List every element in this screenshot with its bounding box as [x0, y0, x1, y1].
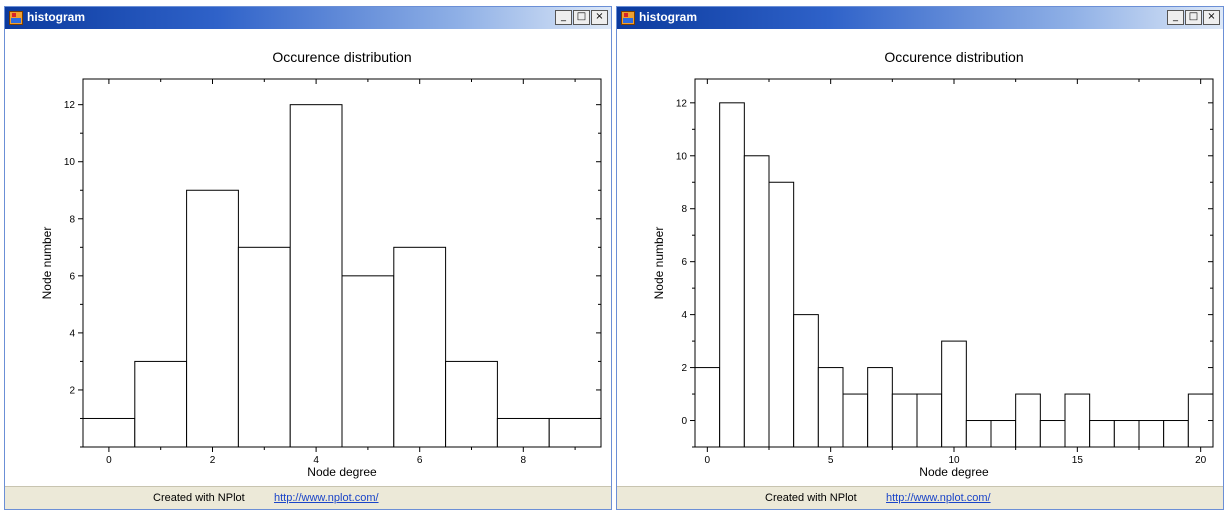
x-tick-label: 15 [1072, 455, 1084, 466]
y-tick-label: 8 [69, 214, 75, 225]
histogram-bar [941, 340, 967, 448]
chart-title: Occurence distribution [272, 49, 411, 65]
credit-text: Created with NPlot [765, 492, 857, 504]
histogram-bar [1089, 420, 1115, 448]
y-tick-label: 8 [681, 204, 687, 215]
window-controls: _ □ × [1167, 10, 1220, 25]
y-tick-label: 10 [64, 157, 76, 168]
histogram-bar [82, 417, 136, 448]
y-tick-label: 4 [69, 328, 75, 339]
y-tick-label: 6 [681, 257, 687, 268]
histogram-bar [1163, 420, 1189, 448]
histogram-bar [743, 155, 770, 448]
x-axis-label: Node degree [307, 465, 377, 479]
histogram-bar [186, 189, 239, 448]
app-icon [621, 11, 635, 25]
histogram-chart-2: Occurence distribution Node degree Node nu… [652, 49, 1214, 479]
histogram-bar [1138, 420, 1165, 448]
y-tick-label: 6 [69, 271, 75, 282]
histogram-bar [1064, 393, 1091, 448]
status-bar: Created with NPlot http://www.nplot.com/ [617, 486, 1223, 509]
y-axis-label: Node number [40, 227, 54, 300]
x-tick-label: 5 [828, 455, 834, 466]
nplot-link[interactable]: http://www.nplot.com/ [886, 492, 991, 504]
histogram-bar [768, 181, 795, 448]
window-title: histogram [639, 10, 698, 24]
status-bar: Created with NPlot http://www.nplot.com/ [5, 486, 611, 509]
histogram-bar [1039, 420, 1066, 448]
histogram-bar [891, 393, 918, 448]
y-tick-label: 10 [676, 151, 688, 162]
app-icon [9, 11, 23, 25]
title-bar[interactable]: histogram _ □ × [617, 7, 1223, 29]
x-tick-label: 20 [1195, 455, 1207, 466]
plot-frame [82, 78, 602, 448]
histogram-chart-1: Occurence distribution Node degree Node nu… [40, 49, 602, 479]
maximize-button[interactable]: □ [573, 10, 590, 25]
x-tick-label: 4 [313, 455, 319, 466]
histogram-bar [134, 360, 188, 448]
x-axis-label: Node degree [919, 465, 989, 479]
chart-title: Occurence distribution [884, 49, 1023, 65]
histogram-window-2: histogram _ □ × Occurence distribution No… [616, 6, 1224, 510]
histogram-bar [965, 420, 992, 448]
histogram-bar [916, 393, 943, 448]
y-tick-label: 2 [69, 385, 75, 396]
x-tick-label: 6 [417, 455, 423, 466]
histogram-bar [548, 417, 602, 448]
histogram-bar [237, 246, 291, 448]
x-tick-label: 2 [210, 455, 216, 466]
x-tick-label: 0 [106, 455, 112, 466]
title-bar[interactable]: histogram _ □ × [5, 7, 611, 29]
histogram-bar [842, 393, 869, 448]
histogram-bar [289, 104, 343, 448]
y-axis-label: Node number [652, 227, 666, 300]
histogram-bar [817, 367, 844, 448]
credit-text: Created with NPlot [153, 492, 245, 504]
histogram-bar [867, 367, 893, 448]
histogram-bar [496, 417, 550, 448]
histogram-bar [793, 314, 819, 448]
maximize-button[interactable]: □ [1185, 10, 1202, 25]
y-tick-label: 0 [681, 416, 687, 427]
x-tick-label: 10 [948, 455, 960, 466]
histogram-bar [445, 360, 498, 448]
y-tick-label: 4 [681, 310, 687, 321]
x-tick-label: 0 [705, 455, 711, 466]
minimize-button[interactable]: _ [555, 10, 572, 25]
x-tick-label: 8 [521, 455, 527, 466]
close-button[interactable]: × [591, 10, 608, 25]
histogram-bar [719, 102, 745, 448]
histogram-bar [341, 275, 395, 448]
window-controls: _ □ × [555, 10, 608, 25]
histogram-bar [1015, 393, 1041, 448]
y-tick-label: 12 [676, 98, 688, 109]
y-tick-label: 12 [64, 100, 76, 111]
histogram-bar [393, 246, 447, 448]
close-button[interactable]: × [1203, 10, 1220, 25]
histogram-window-1: histogram _ □ × Occurence distribution No… [4, 6, 612, 510]
histogram-bar [990, 420, 1017, 448]
window-title: histogram [27, 10, 86, 24]
minimize-button[interactable]: _ [1167, 10, 1184, 25]
histogram-bar [694, 367, 721, 448]
nplot-link[interactable]: http://www.nplot.com/ [274, 492, 379, 504]
histogram-bar [1113, 420, 1140, 448]
y-tick-label: 2 [681, 363, 687, 374]
